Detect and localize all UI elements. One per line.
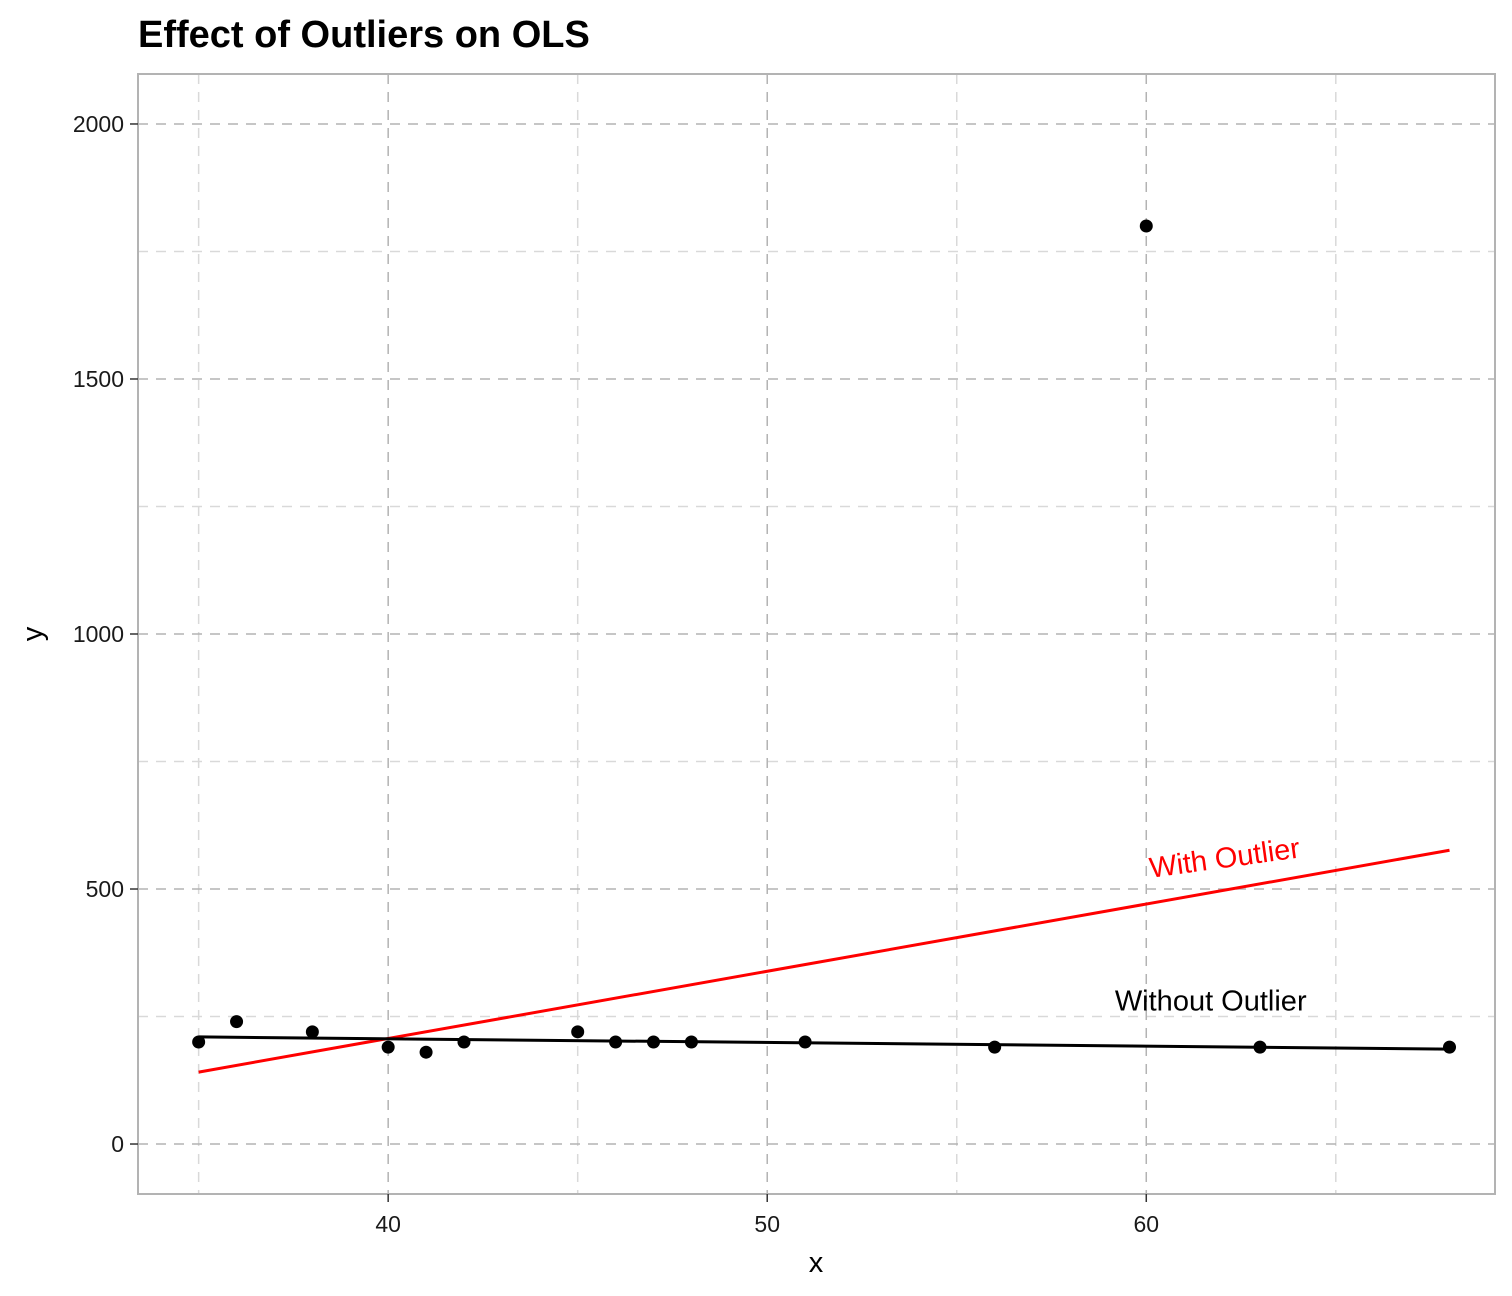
y-tick-label: 0 <box>111 1131 124 1157</box>
data-point <box>381 1040 395 1054</box>
y-axis-label: y <box>17 626 49 641</box>
x-tick-label: 40 <box>375 1211 401 1237</box>
x-tick-label: 60 <box>1133 1211 1159 1237</box>
y-tick-label: 1000 <box>73 621 124 647</box>
x-tick-label: 50 <box>754 1211 780 1237</box>
fit-line <box>198 1035 1450 1051</box>
data-point <box>419 1045 433 1059</box>
data-point <box>571 1025 585 1039</box>
data-point <box>230 1015 244 1029</box>
y-tick-label: 1500 <box>73 366 124 392</box>
data-point <box>988 1040 1002 1054</box>
data-points <box>192 219 1457 1059</box>
y-axis-ticks: 0 500 1000 1500 2000 <box>73 111 138 1157</box>
x-axis-label: x <box>809 1247 824 1279</box>
annotation-label: With Outlier <box>1147 832 1302 884</box>
data-point <box>305 1025 319 1039</box>
annotations: With Outlier Without Outlier <box>1115 832 1307 1017</box>
data-point <box>798 1035 812 1049</box>
data-point <box>1139 219 1153 233</box>
data-point <box>684 1035 698 1049</box>
grid-major <box>138 74 1495 1194</box>
fit-lines <box>198 848 1450 1074</box>
data-point <box>647 1035 661 1049</box>
fit-line <box>198 848 1450 1074</box>
data-point <box>1443 1040 1457 1054</box>
data-point <box>192 1035 206 1049</box>
data-point <box>1253 1040 1267 1054</box>
data-point <box>609 1035 623 1049</box>
y-tick-label: 2000 <box>73 111 124 137</box>
x-axis-ticks: 40 50 60 <box>375 1194 1159 1237</box>
data-point <box>457 1035 471 1049</box>
chart-title: Effect of Outliers on OLS <box>138 14 590 56</box>
annotation-label: Without Outlier <box>1115 985 1307 1017</box>
y-tick-label: 500 <box>86 876 124 902</box>
